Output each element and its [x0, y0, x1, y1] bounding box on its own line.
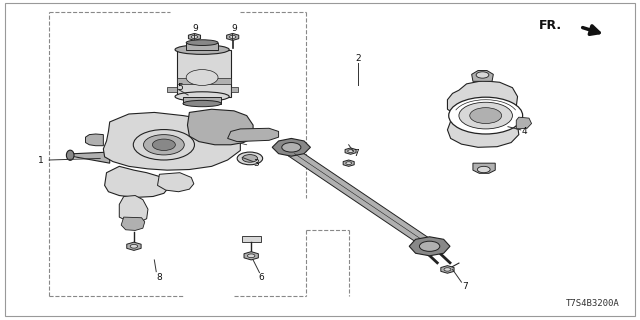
Polygon shape [167, 87, 177, 92]
Ellipse shape [67, 150, 74, 160]
Text: 4: 4 [521, 127, 527, 136]
Circle shape [449, 97, 523, 134]
Circle shape [143, 135, 184, 155]
Circle shape [419, 241, 440, 252]
Circle shape [346, 162, 351, 164]
Circle shape [282, 142, 301, 152]
Text: FR.: FR. [539, 19, 562, 32]
Polygon shape [473, 163, 495, 173]
Circle shape [470, 108, 502, 124]
Text: 5: 5 [177, 83, 182, 92]
Polygon shape [441, 266, 454, 273]
Polygon shape [227, 33, 239, 40]
Polygon shape [188, 109, 253, 145]
Text: 8: 8 [156, 273, 162, 282]
Circle shape [444, 268, 451, 271]
Polygon shape [127, 242, 141, 251]
Circle shape [191, 35, 198, 38]
Polygon shape [186, 43, 218, 50]
Circle shape [476, 72, 489, 78]
Circle shape [348, 150, 353, 153]
Polygon shape [243, 236, 261, 243]
Polygon shape [447, 81, 519, 147]
Text: 3: 3 [253, 159, 259, 168]
Ellipse shape [175, 92, 229, 101]
Ellipse shape [175, 45, 229, 54]
Circle shape [477, 166, 490, 173]
Polygon shape [183, 97, 221, 104]
Polygon shape [86, 134, 103, 146]
Text: 6: 6 [259, 273, 264, 282]
Polygon shape [343, 160, 354, 166]
Polygon shape [188, 33, 200, 40]
Polygon shape [70, 152, 109, 163]
Circle shape [186, 69, 218, 85]
Polygon shape [228, 128, 278, 142]
Text: 7: 7 [463, 282, 468, 292]
Polygon shape [177, 50, 231, 97]
Circle shape [237, 152, 262, 165]
Text: 9: 9 [193, 24, 198, 33]
Polygon shape [472, 70, 493, 81]
Ellipse shape [186, 40, 218, 45]
Text: 2: 2 [355, 54, 361, 63]
Circle shape [152, 139, 175, 150]
Polygon shape [516, 117, 532, 129]
Polygon shape [103, 112, 241, 170]
Text: 9: 9 [231, 24, 237, 33]
Polygon shape [409, 237, 450, 256]
Circle shape [243, 155, 257, 162]
Text: T7S4B3200A: T7S4B3200A [566, 300, 620, 308]
Polygon shape [157, 173, 194, 192]
Circle shape [133, 130, 195, 160]
Polygon shape [119, 196, 148, 222]
Circle shape [130, 244, 138, 248]
Polygon shape [104, 166, 168, 197]
Polygon shape [272, 139, 310, 156]
Polygon shape [345, 148, 356, 154]
Text: 7: 7 [353, 149, 358, 158]
Polygon shape [121, 217, 145, 230]
Polygon shape [244, 252, 259, 260]
Circle shape [230, 35, 236, 38]
Polygon shape [231, 87, 239, 92]
Ellipse shape [183, 100, 221, 107]
Circle shape [459, 102, 513, 129]
Polygon shape [177, 77, 231, 84]
Circle shape [248, 254, 255, 258]
Text: 1: 1 [38, 156, 44, 164]
Polygon shape [288, 151, 431, 244]
